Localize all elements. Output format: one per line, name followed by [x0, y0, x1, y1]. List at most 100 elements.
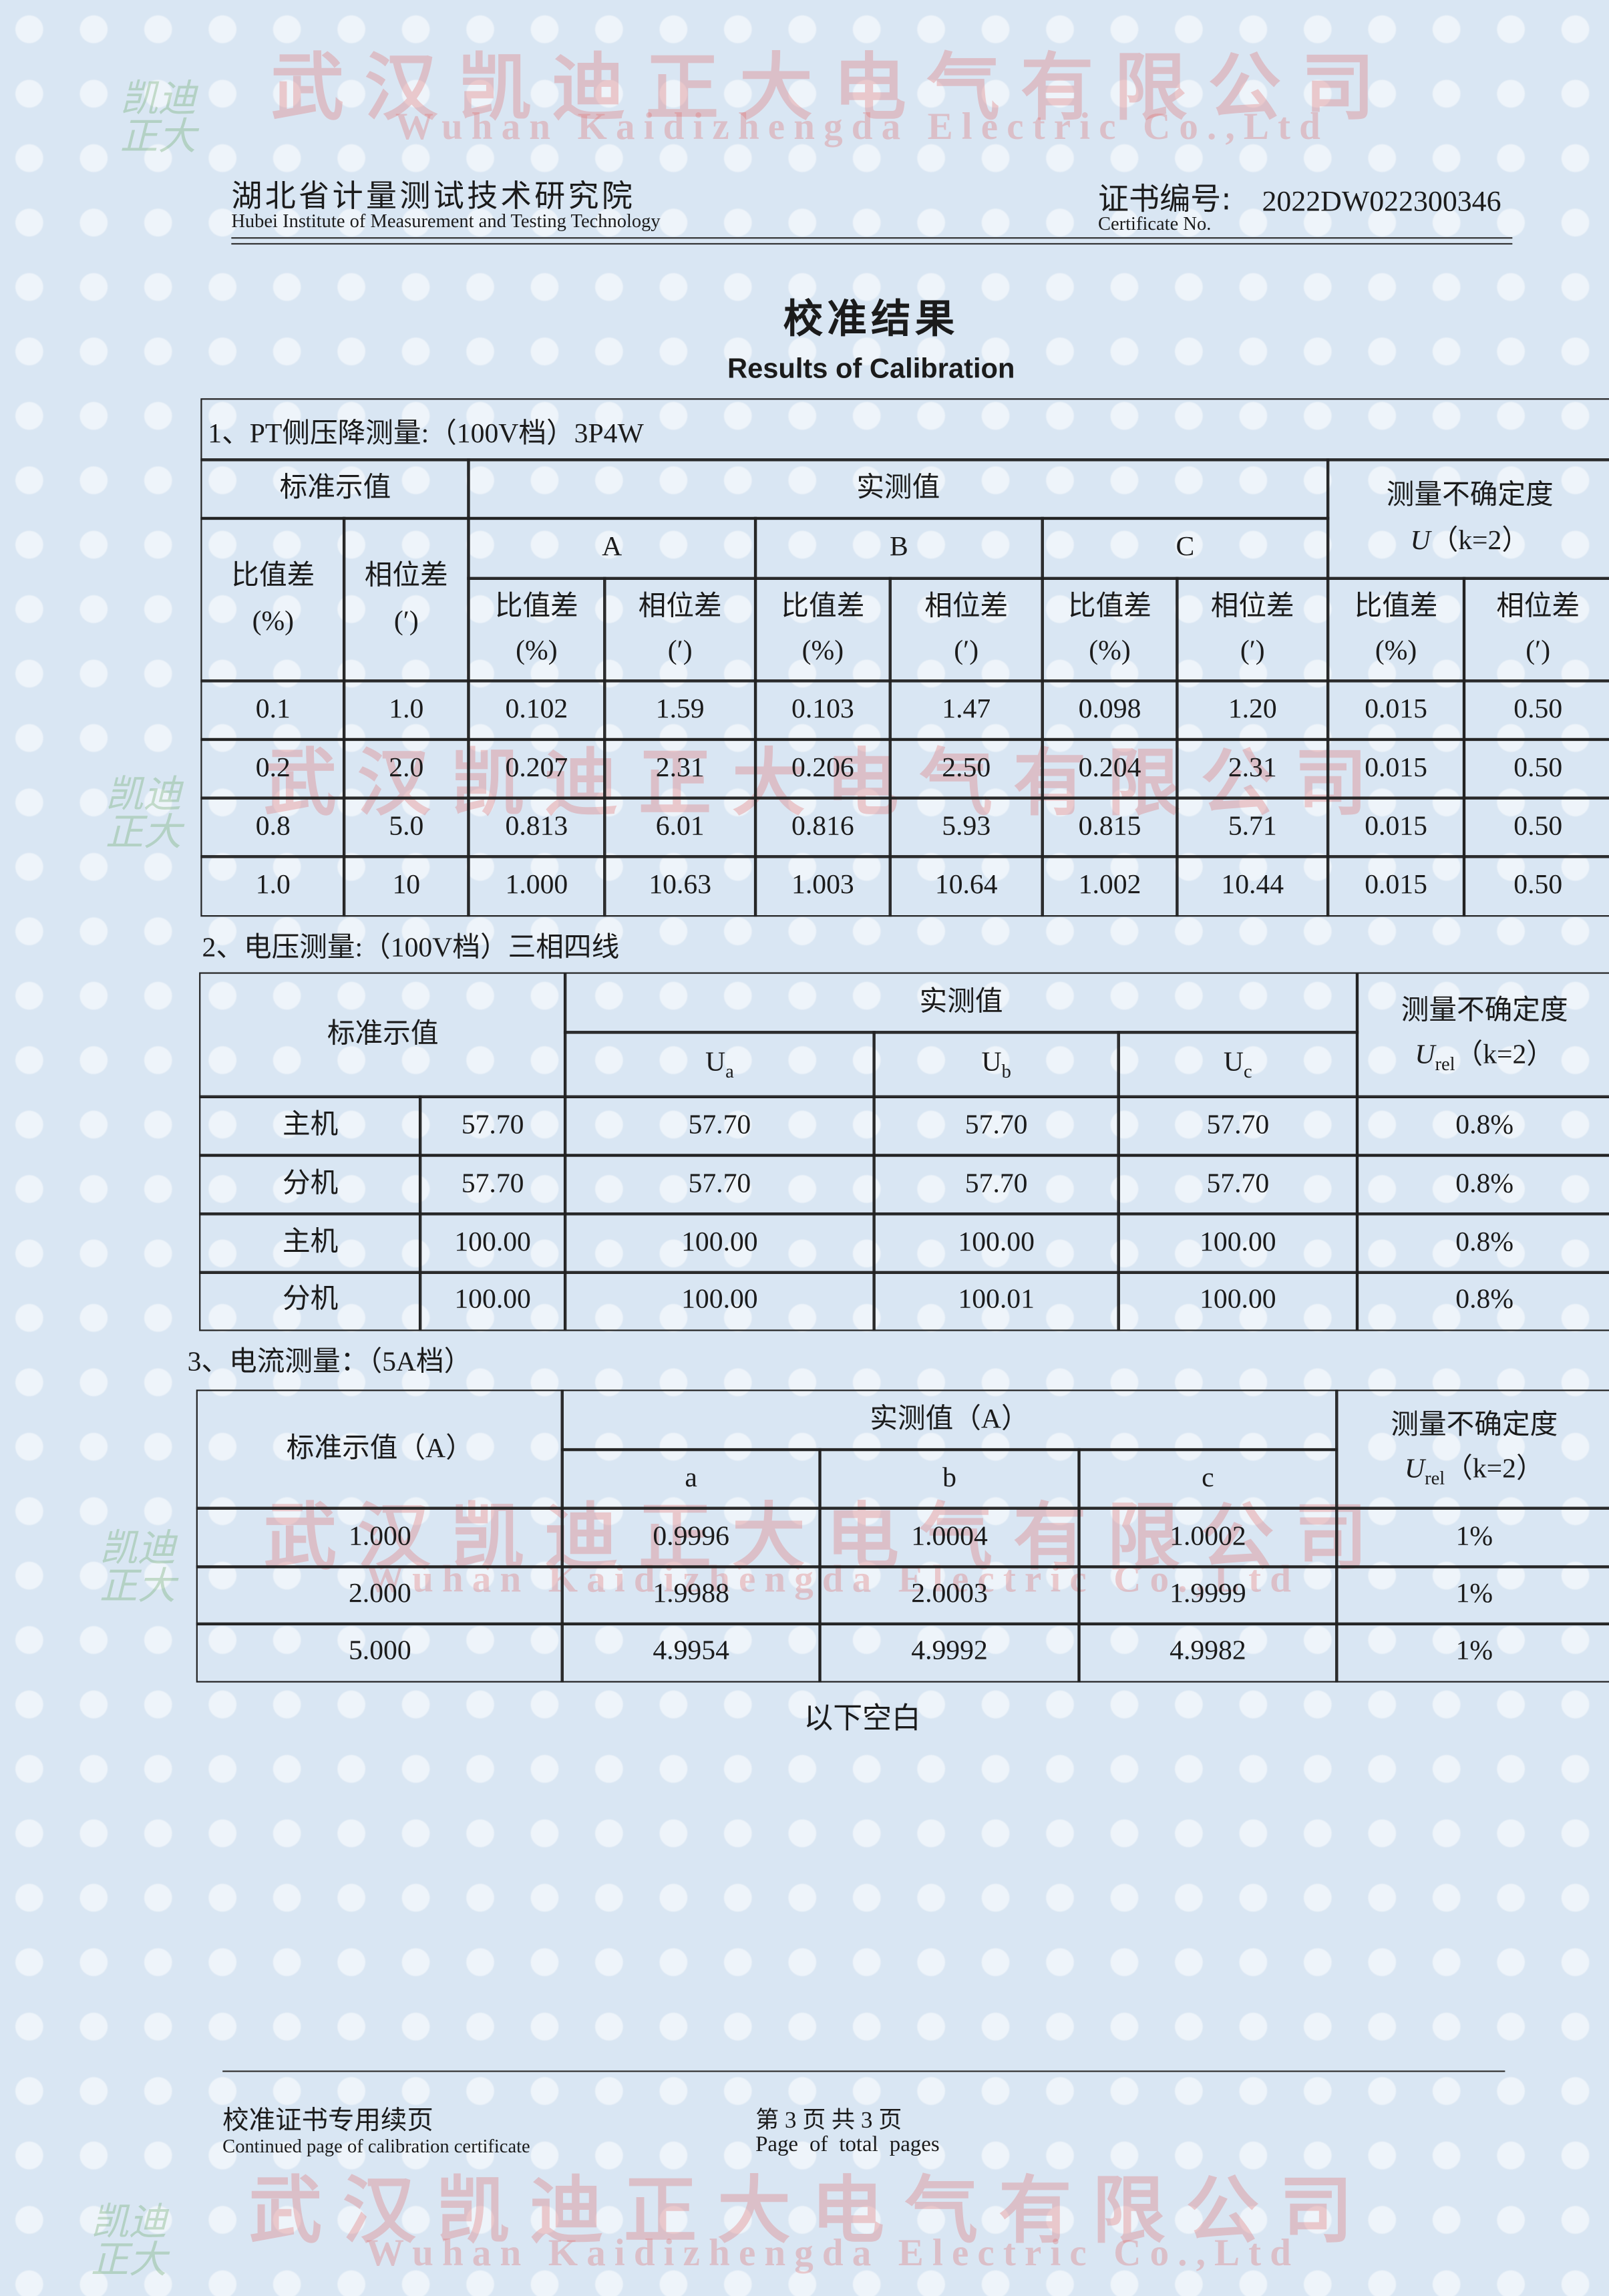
table-cell: 100.00: [1117, 1212, 1359, 1274]
table-cell: Uc: [1117, 1031, 1359, 1098]
cell-text: 1.000: [505, 869, 568, 900]
cell-text: 分机: [283, 1285, 339, 1316]
table-cell: 0.9996: [561, 1507, 822, 1569]
cert-number: 2022DW022300346: [1262, 186, 1501, 218]
watermark: Wuhan Kaidizhengda Electric Co.,Ltd: [366, 2231, 1300, 2275]
cell-text: （k=2）: [1430, 524, 1530, 556]
logo-text: 凯迪正大: [120, 77, 196, 160]
table-cell: Ub: [872, 1031, 1120, 1098]
cell-line: 5.71: [1228, 805, 1277, 850]
cell-line: 0.204: [1079, 746, 1141, 791]
table-cell: 1.0: [343, 679, 470, 741]
footer-cn: 校准证书专用续页: [222, 2106, 433, 2135]
table-cell: 0.204: [1041, 738, 1179, 800]
table-cell: 主机: [199, 1096, 421, 1157]
table-cell: 0.50: [1463, 679, 1609, 741]
cert-label-cn: 证书编号:: [1097, 181, 1232, 217]
cell-line: 5.000: [349, 1630, 411, 1675]
table-cell: 0.813: [467, 796, 606, 858]
cell-text: 0.50: [1513, 810, 1563, 842]
cell-text: 5.0: [389, 810, 424, 842]
cell-line: 1.0002: [1170, 1515, 1246, 1560]
cell-text: (′): [667, 635, 693, 667]
cell-line: (′): [668, 630, 693, 675]
cell-text: 0.206: [791, 752, 854, 784]
table-cell: 测量不确定度 Urel（k=2）: [1335, 1389, 1609, 1510]
cell-line: 0.815: [1079, 805, 1141, 850]
table-cell: 57.70: [1117, 1096, 1359, 1157]
cell-line: 57.70: [689, 1162, 751, 1207]
cell-text: 0.103: [791, 693, 854, 725]
cell-text: (′): [954, 635, 979, 667]
cell-text: 4.9982: [1170, 1636, 1246, 1667]
cell-text: 0.015: [1365, 752, 1427, 784]
cell-text: 标准示值: [327, 1019, 439, 1050]
page-number-cn: 第 3 页 共 3 页: [755, 2108, 902, 2134]
cell-text: 分机: [283, 1168, 339, 1199]
table-cell: 0.102: [467, 679, 606, 741]
cell-line: 2.31: [1228, 746, 1277, 791]
table-cell: 1.0004: [818, 1507, 1081, 1569]
cell-line: 比值差: [781, 585, 864, 630]
table-cell: 0.50: [1463, 738, 1609, 800]
cell-text: （k=2）: [1455, 1040, 1554, 1072]
cell-text: b: [942, 1462, 956, 1494]
cell-line: 1.47: [942, 688, 991, 733]
cell-line: 0.8: [256, 805, 291, 850]
cell-text: 5.000: [348, 1636, 411, 1667]
table-cell: 0.015: [1326, 855, 1465, 917]
cell-line: 0.50: [1513, 746, 1562, 791]
cell-text: 2.50: [942, 752, 991, 784]
cell-text: 10.64: [934, 869, 998, 900]
cell-text: (%): [801, 635, 844, 667]
cell-text: 比值差: [1354, 591, 1438, 622]
cell-text: 测量不确定度: [1386, 480, 1554, 512]
cell-text: 1.59: [655, 693, 705, 725]
cell-line: 10.44: [1221, 864, 1284, 909]
table-cell: 比值差 (%): [754, 577, 892, 682]
cell-line: U（k=2）: [1410, 519, 1530, 564]
cell-line: 10: [392, 864, 420, 909]
table-cell: 10.44: [1176, 855, 1329, 917]
table-cell: 57.70: [872, 1154, 1120, 1215]
logo-text: 凯迪正大: [105, 773, 182, 856]
cell-text: 0.102: [505, 693, 568, 725]
table-cell: 5.93: [889, 796, 1044, 858]
cell-text: 5.71: [1228, 810, 1277, 842]
cell-text: 57.70: [964, 1168, 1028, 1199]
table-cell: 比值差 (%): [1041, 577, 1179, 682]
cell-line: 相位差: [639, 585, 722, 630]
cell-text: (′): [393, 605, 419, 637]
table-cell: 2.000: [196, 1565, 564, 1625]
cell-line: 57.70: [1206, 1162, 1269, 1207]
table-cell: A: [467, 517, 757, 580]
cell-line: 57.70: [965, 1162, 1028, 1207]
cell-text: 0.204: [1078, 752, 1141, 784]
watermark: 武汉凯迪正大电气有限公司: [271, 47, 1395, 129]
watermark: 武汉凯迪正大电气有限公司: [263, 742, 1389, 825]
cell-line: 1.20: [1228, 688, 1277, 733]
cell-text: 比值差: [781, 591, 865, 622]
cell-line: (%): [802, 630, 844, 675]
cell-line: (%): [252, 600, 294, 645]
cell-line: (%): [1089, 630, 1130, 675]
cell-line: 0.8%: [1455, 1221, 1513, 1266]
cell-text: 57.70: [461, 1110, 524, 1141]
cell-line: 比值差: [231, 555, 315, 600]
cell-text: 0.8%: [1455, 1110, 1514, 1141]
cell-text: (%): [1089, 635, 1131, 667]
title-en: Results of Calibration: [727, 354, 1015, 385]
cell-line: 0.015: [1365, 805, 1427, 850]
table-cell: 1.20: [1176, 679, 1329, 741]
cell-text: 0.50: [1513, 869, 1563, 900]
footer-rule: [222, 2070, 1505, 2072]
cell-line: 5.93: [942, 805, 991, 850]
cell-line: c: [1202, 1457, 1214, 1502]
table-cell: 标准示值: [200, 458, 470, 520]
cell-line: 0.207: [506, 746, 568, 791]
cell-text: U: [705, 1047, 726, 1078]
table-cell: 10: [343, 855, 470, 917]
cell-text: a: [685, 1462, 697, 1494]
cell-text: 0.015: [1365, 693, 1427, 725]
cell-line: A: [602, 526, 622, 571]
